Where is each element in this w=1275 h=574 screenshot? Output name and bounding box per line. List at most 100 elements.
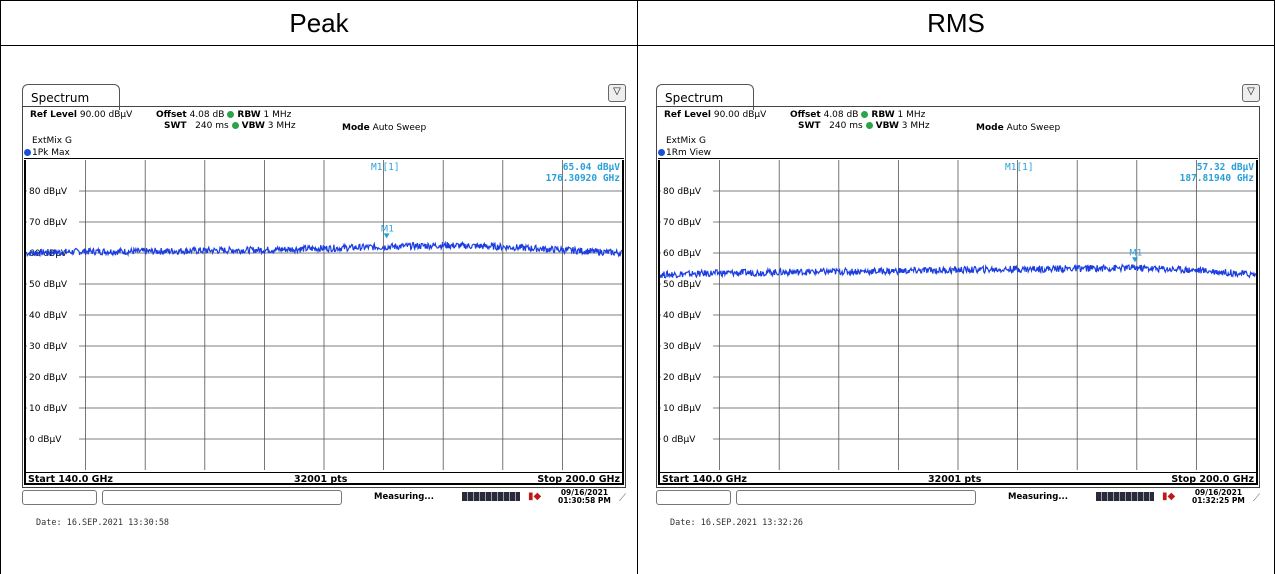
marker-readout-frequency: 176.30920 GHz	[546, 173, 621, 184]
y-tick-label-bg	[27, 247, 79, 257]
y-tick-label: 50 dBµV	[663, 280, 702, 290]
ref-level: Ref Level 90.00 dBµV	[664, 110, 767, 120]
trace-line	[26, 240, 622, 258]
y-tick-label: 20 dBµV	[663, 373, 702, 383]
y-tick-label-bg	[661, 371, 713, 381]
y-tick-label: 30 dBµV	[663, 342, 702, 352]
spectrum-tab[interactable]: Spectrum	[22, 84, 120, 110]
trace-indicator: 1Pk Max	[24, 148, 624, 159]
status-field-1[interactable]	[22, 490, 97, 505]
y-tick-label: 20 dBµV	[29, 373, 68, 383]
y-tick-label: 40 dBµV	[663, 311, 702, 321]
trace-line	[660, 263, 1256, 279]
swt-setting: SWT 240 ms VBW 3 MHz	[164, 121, 296, 131]
stop-frequency: Stop 200.0 GHz	[1171, 474, 1254, 485]
frequency-footer: Start 140.0 GHz 32001 pts Stop 200.0 GHz	[24, 472, 624, 486]
marker-triangle	[1132, 257, 1139, 263]
status-bar: Measuring... ▮◆ 09/16/2021 01:30:58 PM ⟋	[22, 489, 626, 507]
peak-spectrum-panel: Spectrum ▽ Ref Level 90.00 dBµV Offset 4…	[22, 84, 632, 574]
y-tick-label: 70 dBµV	[663, 218, 702, 228]
left-border	[0, 46, 1, 574]
coupling-indicator-icon	[861, 111, 869, 118]
y-tick-label-bg	[27, 185, 79, 195]
y-tick-label-bg	[27, 216, 79, 226]
y-tick-label-bg	[661, 402, 713, 412]
trace-indicator: 1Rm View	[658, 148, 1258, 159]
y-tick-label: 0 dBµV	[29, 435, 62, 445]
y-tick-label-bg	[661, 340, 713, 350]
y-tick-label: 80 dBµV	[663, 187, 702, 197]
measuring-status: Measuring...	[374, 492, 434, 502]
y-tick-label: 30 dBµV	[29, 342, 68, 352]
y-tick-label: 80 dBµV	[29, 187, 68, 197]
resize-grip-icon[interactable]: ⟋	[619, 493, 626, 504]
y-tick-label: 10 dBµV	[29, 404, 68, 414]
y-tick-label-bg	[661, 216, 713, 226]
spectrum-tab[interactable]: Spectrum	[656, 84, 754, 110]
status-field-2[interactable]	[102, 490, 342, 505]
marker-readout-label: M1[1]	[1005, 162, 1034, 173]
status-datetime: 09/16/2021 01:30:58 PM	[558, 488, 611, 505]
y-tick-label-bg	[661, 309, 713, 319]
ref-level: Ref Level 90.00 dBµV	[30, 110, 133, 120]
status-field-2[interactable]	[736, 490, 976, 505]
resize-grip-icon[interactable]: ⟋	[1253, 493, 1260, 504]
marker-readout-frequency: 187.81940 GHz	[1180, 173, 1255, 184]
swt-setting: SWT 240 ms VBW 3 MHz	[798, 121, 930, 131]
y-tick-label: 0 dBµV	[663, 435, 696, 445]
y-tick-label-bg	[27, 278, 79, 288]
measuring-status: Measuring...	[1008, 492, 1068, 502]
y-tick-label-bg	[27, 309, 79, 319]
marker-name: M1	[381, 224, 395, 234]
coupling-indicator-icon	[231, 122, 239, 129]
marker-readout-value: 57.32 dBµV	[1197, 162, 1254, 173]
analyzer-frame	[656, 106, 1260, 488]
sweep-points: 32001 pts	[928, 474, 982, 485]
y-tick-label-bg	[661, 433, 713, 443]
peak-header: Peak	[0, 0, 638, 46]
alert-icon: ▮◆	[528, 491, 542, 502]
status-field-1[interactable]	[656, 490, 731, 505]
y-tick-label: 60 dBµV	[663, 249, 702, 259]
start-frequency: Start 140.0 GHz	[662, 474, 747, 485]
y-tick-label: 70 dBµV	[29, 218, 68, 228]
y-tick-label-bg	[661, 185, 713, 195]
stop-frequency: Stop 200.0 GHz	[537, 474, 620, 485]
y-tick-label-bg	[661, 278, 713, 288]
dropdown-menu-icon[interactable]: ▽	[608, 84, 626, 102]
analyzer-frame	[22, 106, 626, 488]
extmix-label: ExtMix G	[666, 136, 706, 146]
spectrum-chart: 80 dBµV 70 dBµV 60 dBµV 50 dBµV 40 dBµV 30 dB…	[660, 160, 1256, 470]
marker-name: M1	[1129, 248, 1143, 258]
date-caption: Date: 16.SEP.2021 13:32:26	[670, 518, 804, 528]
status-bar: Measuring... ▮◆ 09/16/2021 01:32:25 PM ⟋	[656, 489, 1260, 507]
marker-triangle	[383, 233, 390, 239]
status-datetime: 09/16/2021 01:32:25 PM	[1192, 488, 1245, 505]
trace-dot-icon	[24, 149, 31, 156]
y-tick-label-bg	[27, 402, 79, 412]
trace-label: 1Pk Max	[32, 148, 70, 158]
marker-readout-value: 65.04 dBµV	[563, 162, 620, 173]
y-tick-label: 40 dBµV	[29, 311, 68, 321]
y-tick-label-bg	[27, 433, 79, 443]
start-frequency: Start 140.0 GHz	[28, 474, 113, 485]
column-divider	[637, 46, 638, 574]
plot-area: 80 dBµV 70 dBµV 60 dBµV 50 dBµV 40 dBµV 30 dB…	[658, 160, 1258, 485]
trace-dot-icon	[658, 149, 665, 156]
y-tick-label-bg	[661, 247, 713, 257]
dropdown-menu-icon[interactable]: ▽	[1242, 84, 1260, 102]
y-tick-label-bg	[27, 371, 79, 381]
y-tick-label: 10 dBµV	[663, 404, 702, 414]
trace-label: 1Rm View	[666, 148, 711, 158]
alert-icon: ▮◆	[1162, 491, 1176, 502]
plot-area: 80 dBµV 70 dBµV 60 dBµV 50 dBµV 40 dBµV 30 dB…	[24, 160, 624, 485]
marker-readout-label: M1[1]	[371, 162, 400, 173]
rms-header: RMS	[637, 0, 1275, 46]
y-tick-label: 50 dBµV	[29, 280, 68, 290]
mode-setting: Mode Auto Sweep	[342, 123, 427, 133]
y-tick-label-bg	[27, 340, 79, 350]
sweep-points: 32001 pts	[294, 474, 348, 485]
offset-setting: Offset 4.08 dB RBW 1 MHz	[156, 110, 292, 120]
